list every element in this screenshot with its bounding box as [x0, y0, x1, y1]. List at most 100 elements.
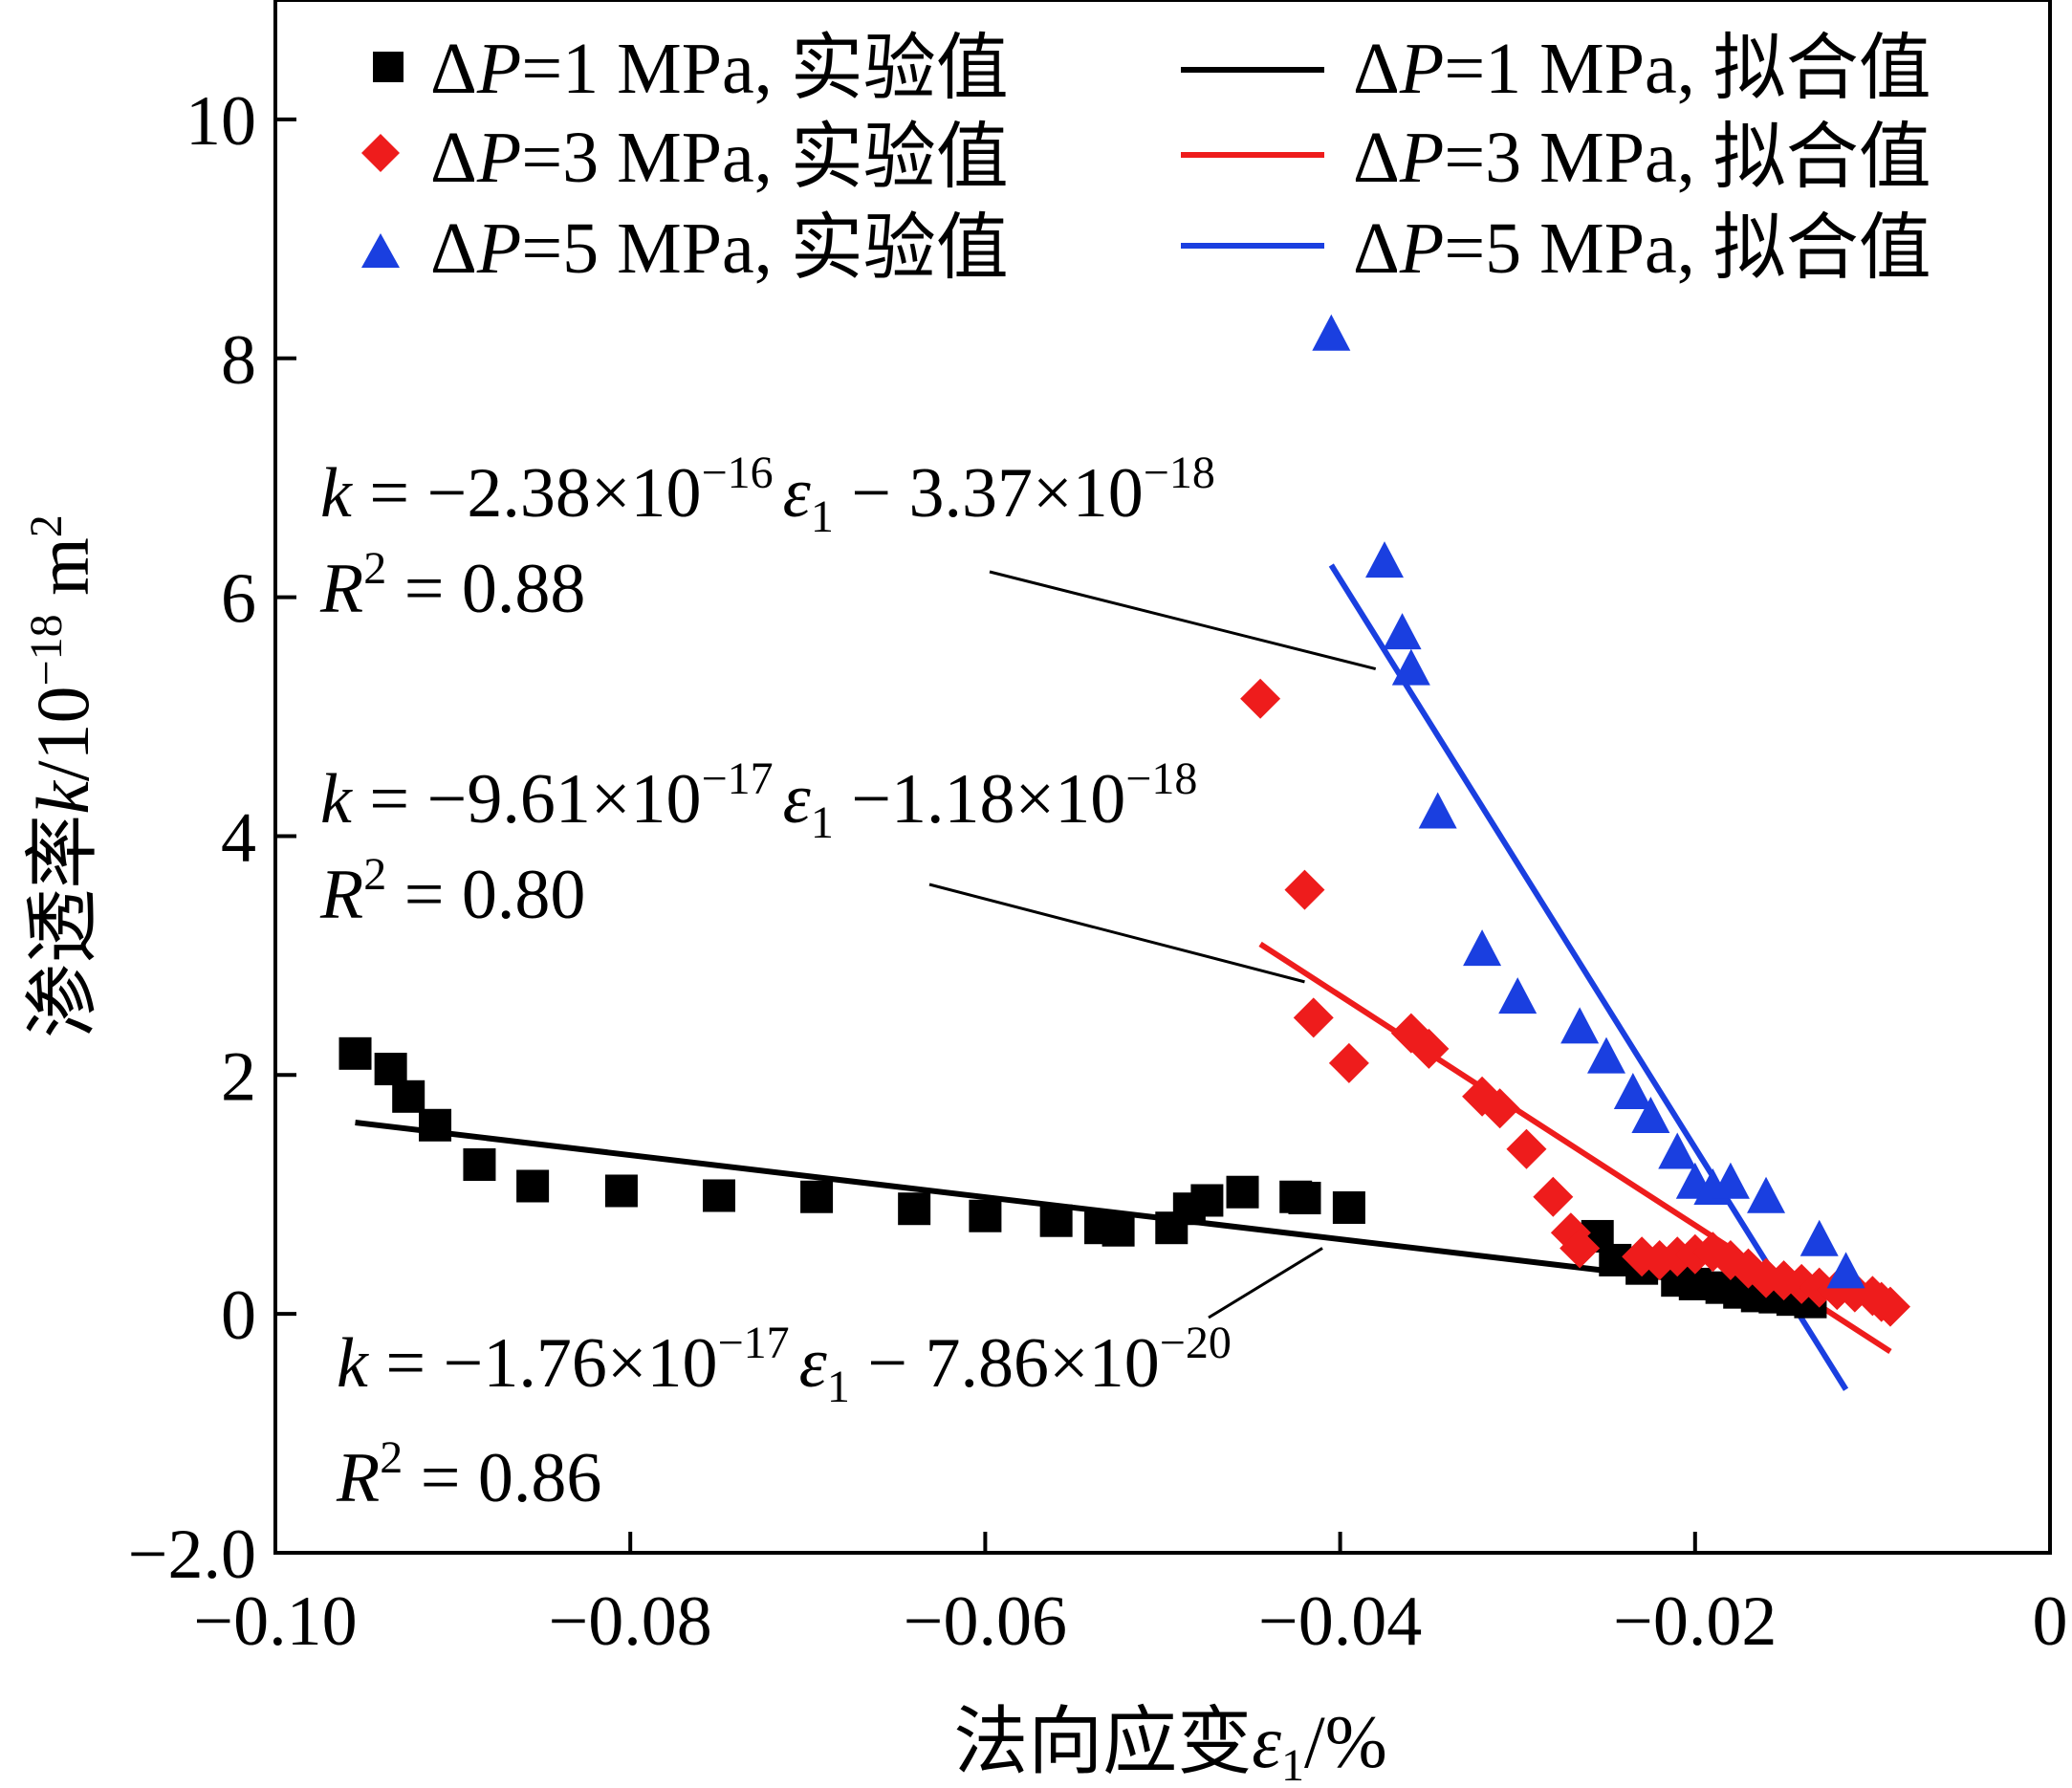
- eq-eps: ε: [799, 1324, 828, 1403]
- x-tick-label: 0: [2033, 1582, 2068, 1661]
- data-points: [338, 314, 1910, 1327]
- point-triangle: [1391, 648, 1430, 686]
- point-triangle: [1658, 1132, 1697, 1169]
- equation-fit-5mpa: k = −2.38×10−16 ε1 − 3.37×10−18 R2 = 0.88: [319, 447, 1215, 628]
- eq-sub: 1: [811, 797, 834, 848]
- point-square: [1101, 1213, 1135, 1247]
- x-axis-label-symbol: ε: [1252, 1700, 1281, 1783]
- point-triangle: [1631, 1097, 1670, 1134]
- legend-label-series-3: ΔP=5 MPa, 实验值: [430, 208, 1009, 289]
- r2-exp: 2: [363, 849, 386, 900]
- leader-line: [928, 883, 1305, 984]
- point-triangle: [1418, 792, 1457, 829]
- point-square: [419, 1108, 452, 1142]
- eq-exp1: −16: [702, 447, 774, 498]
- y-axis-ticks: −2.0 0 2 4 6 8 10: [128, 82, 296, 1594]
- legend-marker-square: [373, 52, 403, 82]
- x-tick-label: −0.10: [193, 1582, 357, 1661]
- point-triangle: [1799, 1219, 1839, 1256]
- legend-rest: =5 MPa, 拟合值: [1444, 208, 1930, 289]
- y-tick-label: 6: [221, 560, 256, 639]
- point-square: [703, 1179, 735, 1212]
- eq-k: k: [320, 454, 353, 533]
- x-axis-label-sub: 1: [1281, 1740, 1304, 1788]
- x-tick-label: −0.02: [1613, 1582, 1777, 1661]
- r2-exp: 2: [363, 543, 386, 594]
- x-tick-label: −0.04: [1258, 1582, 1422, 1661]
- legend-p: P: [1399, 29, 1444, 109]
- point-diamond: [1328, 1042, 1369, 1083]
- y-axis-label-unit2: m: [21, 537, 104, 614]
- y-tick-label: 0: [221, 1276, 256, 1355]
- x-axis-label-unit: /%: [1304, 1700, 1387, 1783]
- eq-k: k: [320, 760, 353, 839]
- legend: ΔP=1 MPa, 实验值 ΔP=3 MPa, 实验值 ΔP=5 MPa, 实验…: [361, 29, 1931, 289]
- point-diamond: [1293, 997, 1334, 1038]
- r2-val: = 0.80: [386, 856, 585, 934]
- legend-p: P: [476, 29, 521, 109]
- x-tick-label: −0.06: [904, 1582, 1067, 1661]
- point-triangle: [1747, 1176, 1786, 1213]
- legend-p: P: [1399, 118, 1444, 198]
- fit-line-3: [1328, 563, 1849, 1391]
- legend-label-series-1: ΔP=1 MPa, 实验值: [430, 29, 1009, 109]
- point-diamond: [1869, 1286, 1910, 1327]
- point-square: [1039, 1204, 1073, 1237]
- legend-rest: =1 MPa, 拟合值: [1444, 29, 1930, 109]
- y-axis-label-text: 渗透率: [21, 815, 104, 1038]
- point-diamond: [1559, 1228, 1601, 1269]
- point-square: [463, 1148, 496, 1181]
- equation-fit-3mpa: k = −9.61×10−17 ε1 −1.18×10−18 R2 = 0.80: [319, 753, 1197, 934]
- legend-rest: =3 MPa, 实验值: [521, 118, 1008, 198]
- svg-text:R2 = 0.80: R2 = 0.80: [319, 849, 585, 934]
- legend-rest: =3 MPa, 拟合值: [1444, 118, 1930, 198]
- point-diamond: [1479, 1088, 1520, 1129]
- point-square: [374, 1053, 407, 1086]
- legend-rest: =1 MPa, 实验值: [521, 29, 1008, 109]
- eq-mid: −1.18×10: [834, 760, 1125, 839]
- eq-eps: ε: [783, 454, 812, 533]
- svg-text:渗透率k/10−18 m2: 渗透率k/10−18 m2: [21, 514, 104, 1038]
- r2-val: = 0.88: [386, 550, 585, 628]
- legend-delta: Δ: [430, 29, 477, 109]
- legend-p: P: [1399, 208, 1444, 289]
- x-axis-label-text: 法向应变: [953, 1700, 1252, 1783]
- point-triangle: [1711, 1162, 1750, 1199]
- x-tick-label: −0.08: [549, 1582, 712, 1661]
- legend-label-fit-1: ΔP=1 MPa, 拟合值: [1353, 29, 1931, 109]
- x-axis-label: 法向应变ε1/%: [953, 1700, 1386, 1788]
- point-triangle: [1587, 1036, 1625, 1074]
- point-square: [1332, 1190, 1365, 1224]
- point-square: [1190, 1184, 1224, 1217]
- point-diamond: [1533, 1176, 1574, 1217]
- y-axis-label-unit: /10: [21, 686, 104, 781]
- legend-delta: Δ: [430, 208, 477, 289]
- r2-r: R: [336, 1439, 380, 1517]
- point-square: [1226, 1175, 1259, 1209]
- point-square: [392, 1079, 425, 1113]
- legend-marker-diamond: [361, 134, 400, 172]
- eq-coef: = −9.61×10: [352, 760, 702, 839]
- y-tick-label: 4: [221, 798, 256, 877]
- legend-p: P: [476, 208, 521, 289]
- eq-mid: − 7.86×10: [850, 1324, 1160, 1403]
- legend-marker-triangle: [361, 233, 400, 268]
- r2-exp: 2: [380, 1432, 403, 1483]
- point-triangle: [1826, 1252, 1865, 1289]
- point-diamond: [1284, 869, 1325, 910]
- point-square: [1288, 1181, 1321, 1214]
- legend-label-fit-2: ΔP=3 MPa, 拟合值: [1353, 118, 1931, 198]
- r2-r: R: [319, 856, 363, 934]
- eq-mid: − 3.37×10: [834, 454, 1144, 533]
- y-tick-label: 2: [221, 1037, 256, 1116]
- eq-sub: 1: [811, 491, 834, 542]
- point-diamond: [1408, 1028, 1450, 1069]
- r2-val: = 0.86: [403, 1439, 601, 1517]
- y-tick-label: 8: [221, 321, 256, 400]
- point-square: [604, 1174, 638, 1208]
- eq-exp2: −20: [1160, 1318, 1232, 1368]
